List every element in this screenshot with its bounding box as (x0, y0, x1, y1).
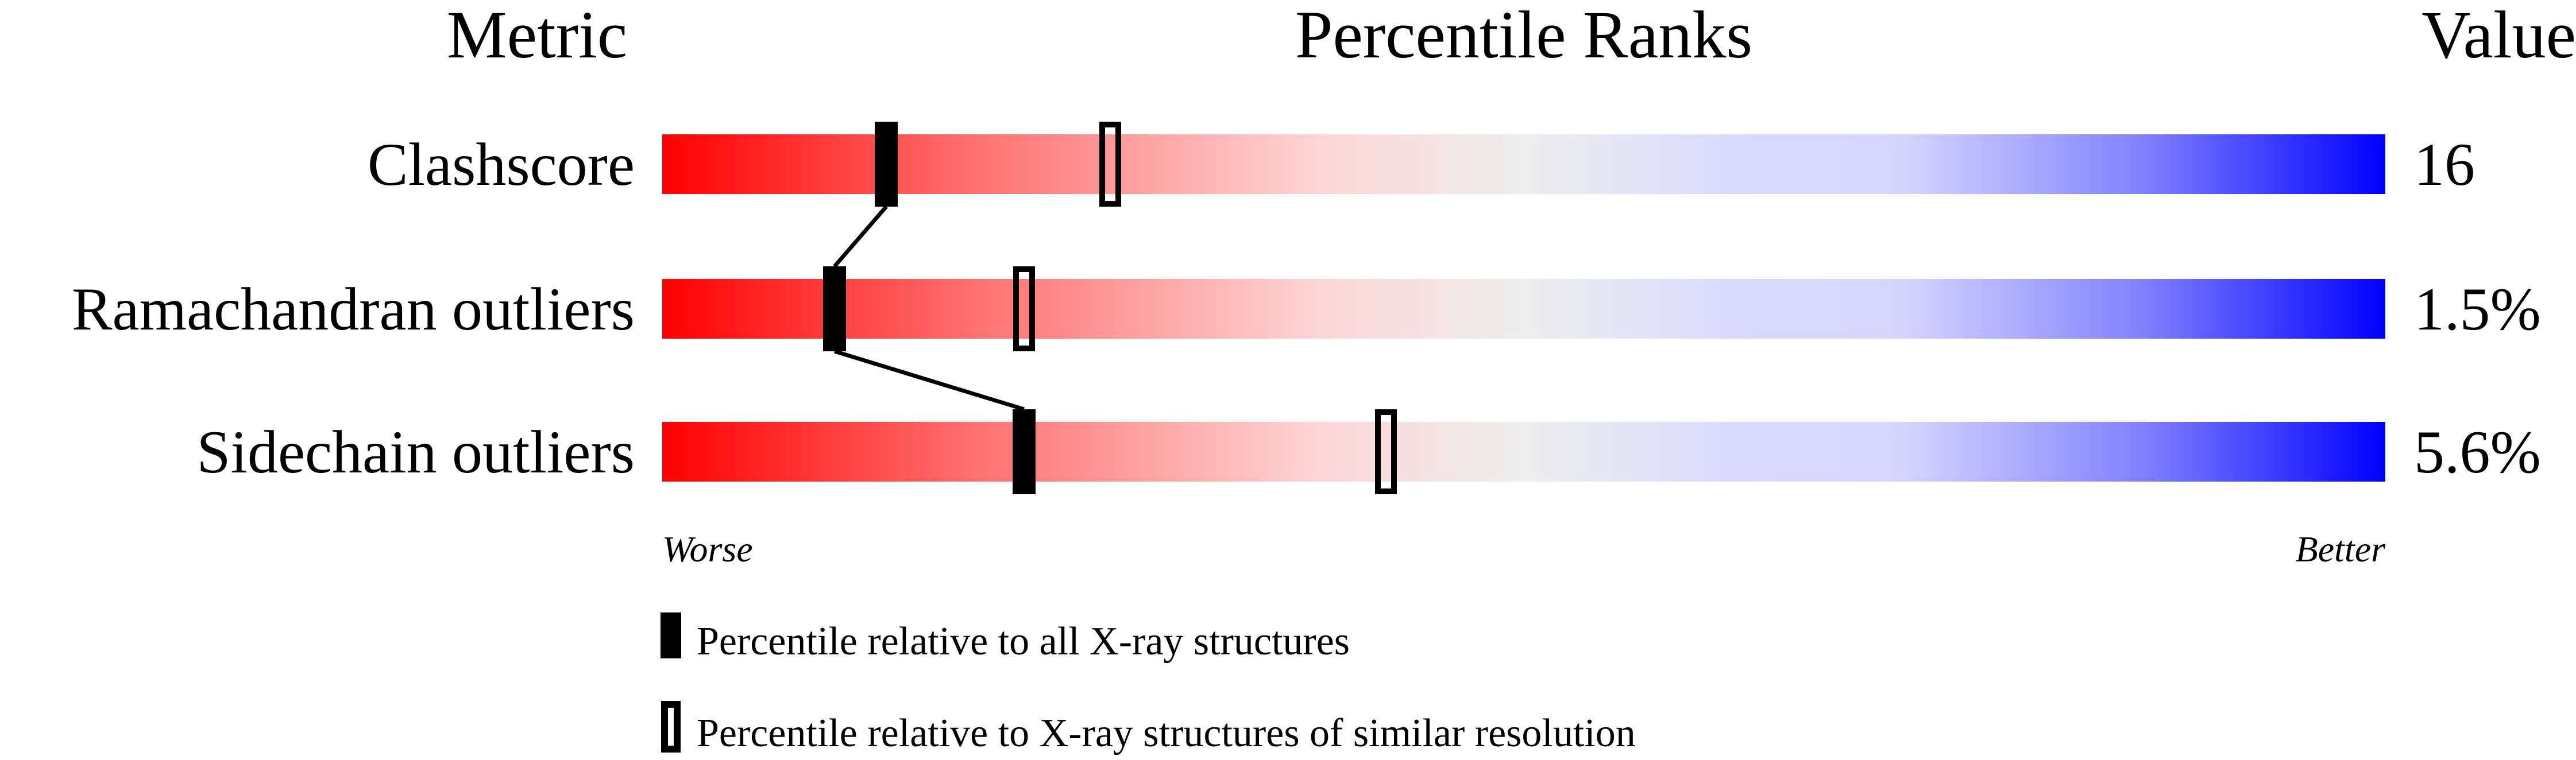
metric-value: 16 (2414, 131, 2475, 198)
percentile-bar (662, 279, 2385, 339)
axis-label-worse: Worse (662, 529, 753, 569)
marker-similar-resolution (1013, 266, 1035, 351)
legend-filled-marker (661, 612, 681, 658)
header-metric: Metric (447, 0, 628, 72)
metric-label: Clashscore (368, 131, 635, 198)
connector-line (833, 349, 1025, 412)
metric-label: Sidechain outliers (197, 418, 635, 486)
header-value: Value (2421, 0, 2576, 72)
marker-all-structures (1013, 409, 1036, 494)
metric-value: 1.5% (2414, 276, 2541, 343)
legend-label-similar: Percentile relative to X-ray structures … (697, 711, 1636, 755)
marker-similar-resolution (1375, 409, 1397, 494)
marker-similar-resolution (1099, 122, 1121, 207)
marker-all-structures (823, 266, 846, 351)
axis-label-better: Better (2296, 529, 2386, 569)
legend-label-all: Percentile relative to all X-ray structu… (697, 619, 1350, 664)
legend-open-marker (661, 701, 681, 753)
percentile-bar (662, 134, 2385, 194)
metric-label: Ramachandran outliers (72, 276, 635, 343)
header-percentile-ranks: Percentile Ranks (1295, 0, 1752, 72)
metric-value: 5.6% (2414, 418, 2541, 486)
marker-all-structures (875, 122, 898, 207)
connector-line (833, 205, 888, 268)
percentile-bar (662, 422, 2385, 482)
